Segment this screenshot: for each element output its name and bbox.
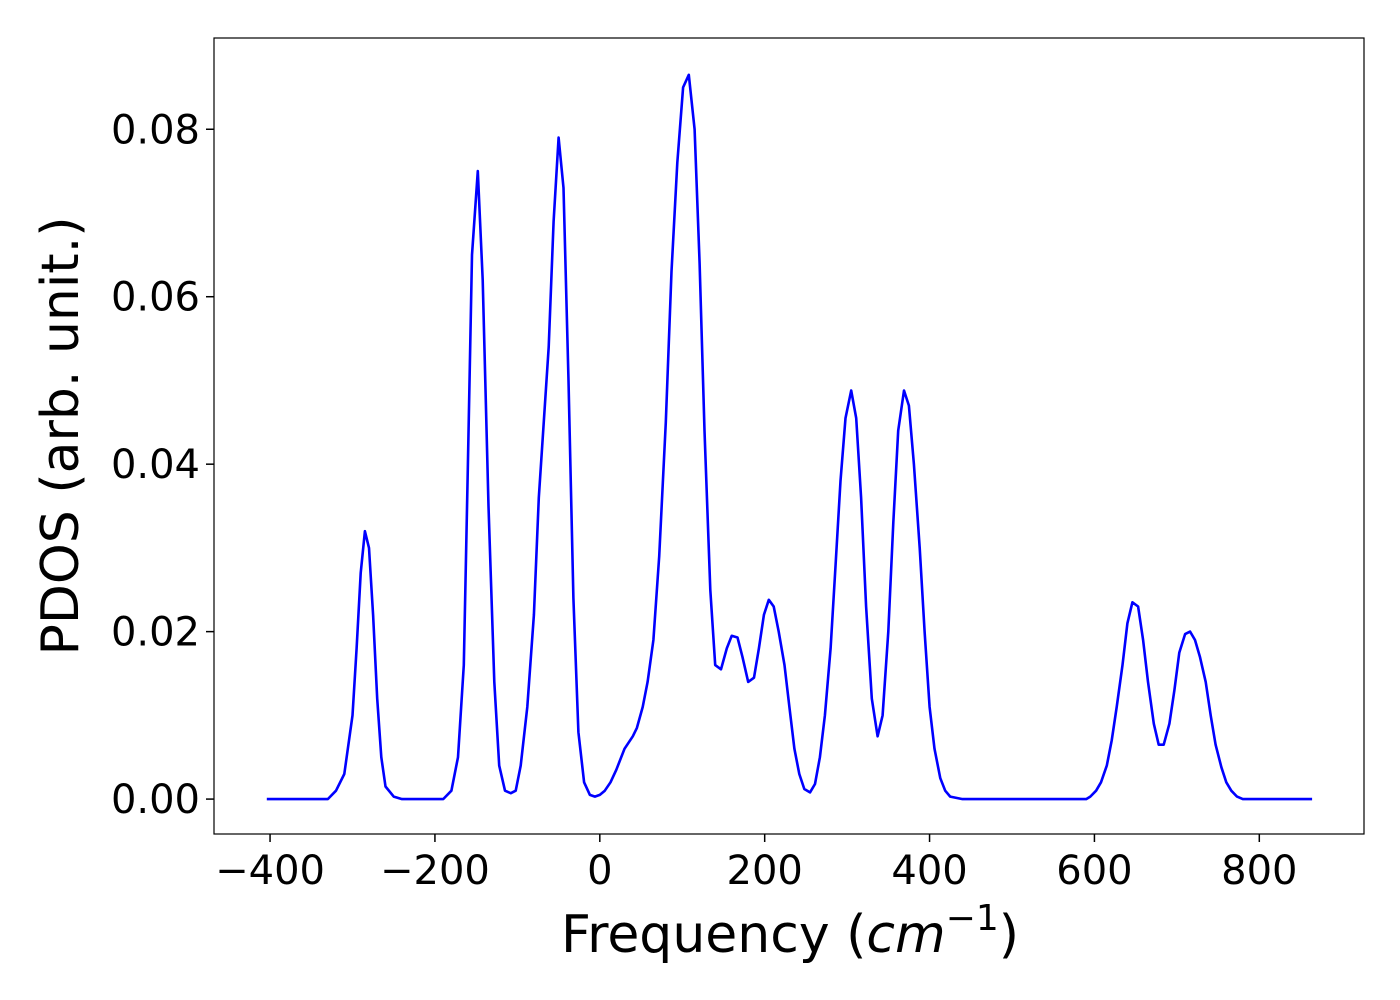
x-tick-label: −200 — [380, 848, 490, 894]
y-tick-label: 0.06 — [111, 275, 200, 321]
pdos-line — [266, 73, 1313, 801]
x-tick-label: 0 — [587, 848, 612, 894]
y-tick-label: 0.04 — [111, 442, 200, 488]
y-tick-label: 0.00 — [111, 777, 200, 823]
y-tick-label: 0.02 — [111, 610, 200, 656]
y-tick-label: 0.08 — [111, 107, 200, 153]
plot-frame — [213, 37, 1365, 835]
x-tick-label: 800 — [1221, 848, 1297, 894]
x-tick-label: 600 — [1056, 848, 1132, 894]
x-axis-label: Frequency (cm−1) — [561, 898, 1019, 965]
x-tick-label: 400 — [891, 848, 967, 894]
x-tick-label: −400 — [215, 848, 325, 894]
y-axis-label: PDOS (arb. unit.) — [31, 216, 91, 655]
x-tick-label: 200 — [727, 848, 803, 894]
